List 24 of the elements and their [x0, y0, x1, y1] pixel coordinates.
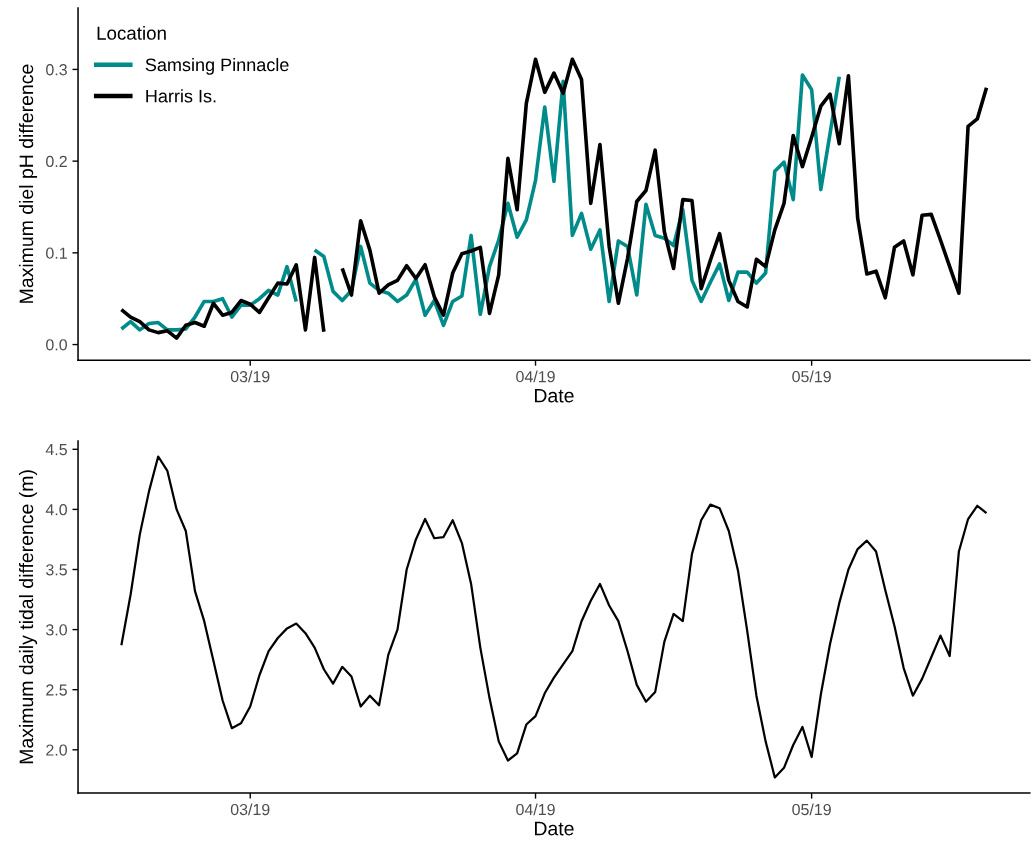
x-tick-label: 05/19	[792, 370, 831, 383]
x-tick-label: 03/19	[230, 370, 270, 383]
x-tick-label: 04/19	[516, 803, 555, 816]
line-series	[120, 455, 988, 779]
y-tick-label: 2.0	[46, 744, 67, 756]
legend-title: Location	[97, 26, 166, 40]
y-tick-label: 3.0	[46, 624, 67, 636]
legend-label: Harris Is.	[146, 89, 216, 103]
y-tick-label: 0.3	[46, 64, 67, 76]
y-tick-label: 0.2	[46, 155, 67, 168]
x-axis-title: Date	[534, 821, 574, 836]
y-tick-label: 2.5	[46, 684, 67, 696]
y-tick-label: 0.0	[46, 339, 67, 351]
legend-label: Samsing Pinnacle	[145, 57, 289, 75]
y-tick-label: 3.5	[46, 564, 67, 576]
y-axis-title: Maximum diel pH difference	[18, 64, 38, 303]
x-tick-label: 03/19	[230, 803, 270, 816]
x-axis-title: Date	[534, 388, 574, 403]
y-tick-label: 4.0	[45, 504, 67, 516]
y-tick-label: 4.5	[45, 444, 67, 456]
x-tick-label: 05/19	[792, 803, 831, 816]
y-axis-title: Maximum daily tidal difference (m)	[18, 470, 38, 764]
x-tick-label: 04/19	[516, 370, 555, 383]
y-tick-label: 0.1	[46, 247, 67, 259]
